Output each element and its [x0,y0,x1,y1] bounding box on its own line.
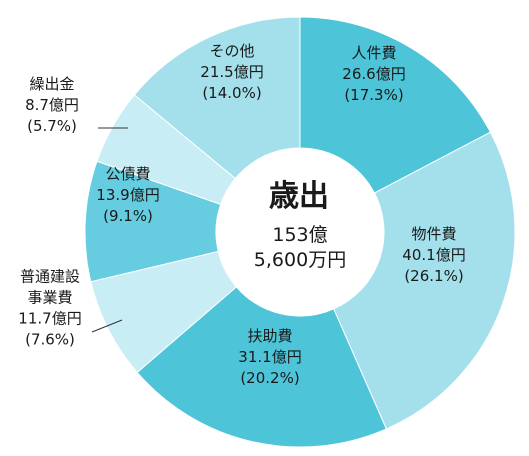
slice-1 [299,16,492,194]
slice-2 [333,131,516,430]
center-title: 歳出 [269,179,329,214]
slice-2-percent-label: (26.1%) [404,267,463,285]
slice-2-name-label: 物件費 [411,225,456,243]
slice-7-value-label: 21.5億円 [200,63,263,81]
slice-7-name-label: その他 [209,42,254,60]
slice-1-value-label: 26.6億円 [342,65,405,83]
slice-5-value-label: 13.9億円 [96,186,159,204]
slice-1-percent-label: (17.3%) [344,86,403,104]
slice-5-percent-label: (9.1%) [103,207,153,225]
slice-6-percent-label: (5.7%) [27,117,77,135]
slice-4-value-label: 11.7億円 [18,310,81,328]
slice-3-percent-label: (20.2%) [240,369,299,387]
slice-3-name-label: 扶助費 [247,327,292,345]
slice-4-leader-line [91,319,123,333]
slice-4-percent-label: (7.6%) [25,331,75,349]
slice-5-name-label: 公債費 [105,165,150,183]
slice-7 [133,16,301,180]
slice-4-name-label: 普通建設 [20,268,80,286]
slice-6-name-label: 繰出金 [29,75,74,93]
slice-7-percent-label: (14.0%) [202,84,261,102]
slice-3 [136,286,387,448]
center-total-line1: 153億 [272,224,327,246]
slice-6-value-label: 8.7億円 [25,96,79,114]
slice-4-name-line2-label: 事業費 [27,289,72,307]
center-total-line2: 5,600万円 [254,249,346,271]
slice-1-name-label: 人件費 [351,44,396,62]
slice-3-value-label: 31.1億円 [238,348,301,366]
slice-2-value-label: 40.1億円 [402,246,465,264]
